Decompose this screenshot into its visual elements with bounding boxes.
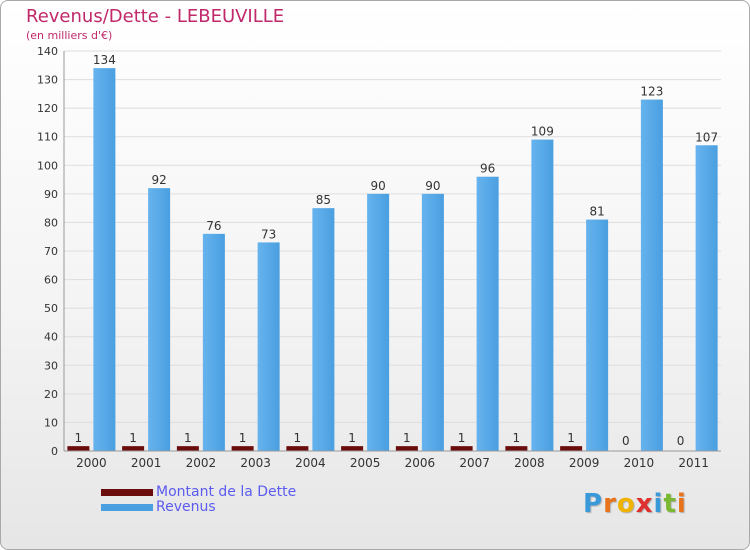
x-tick-label: 2003 <box>240 456 271 470</box>
data-label-revenus: 76 <box>206 219 221 233</box>
data-label-dette: 1 <box>239 431 247 445</box>
bar-dette <box>450 446 473 451</box>
bar-dette <box>231 446 254 451</box>
logo-letter: o <box>616 489 636 519</box>
legend-label-revenus: Revenus <box>156 499 216 515</box>
x-tick-label: 2007 <box>459 456 490 470</box>
data-label-dette: 1 <box>567 431 575 445</box>
y-tick-label: 30 <box>44 359 58 372</box>
bar-revenus <box>531 139 554 452</box>
bar-revenus <box>367 193 390 451</box>
y-tick-label: 10 <box>44 416 58 429</box>
bar-dette <box>395 446 418 451</box>
x-tick-label: 2010 <box>624 456 655 470</box>
data-label-revenus: 96 <box>480 162 495 176</box>
data-label-dette: 1 <box>403 431 411 445</box>
x-tick-label: 2011 <box>678 456 709 470</box>
logo-letter: x <box>635 489 654 519</box>
data-label-dette: 1 <box>348 431 356 445</box>
y-tick-label: 0 <box>51 445 58 458</box>
y-tick-label: 50 <box>44 302 58 315</box>
bar-revenus <box>257 242 280 451</box>
y-tick-label: 80 <box>44 216 58 229</box>
y-tick-label: 60 <box>44 274 58 287</box>
bar-revenus <box>93 68 116 452</box>
data-label-dette: 1 <box>129 431 137 445</box>
data-label-dette: 1 <box>184 431 192 445</box>
bar-dette <box>341 446 364 451</box>
x-tick-label: 2001 <box>131 456 162 470</box>
data-label-dette: 0 <box>677 434 685 448</box>
bar-dette <box>67 446 90 451</box>
bar-revenus <box>640 99 663 452</box>
logo-letter: P <box>583 489 604 519</box>
x-tick-label: 2004 <box>295 456 326 470</box>
legend-label-dette: Montant de la Dette <box>156 484 297 500</box>
bar-revenus <box>695 145 718 452</box>
data-label-revenus: 81 <box>589 205 604 219</box>
y-tick-label: 70 <box>44 245 58 258</box>
data-label-dette: 1 <box>75 431 83 445</box>
x-tick-label: 2009 <box>569 456 600 470</box>
bars <box>67 68 718 452</box>
bar-dette <box>286 446 309 451</box>
logo-letter: i <box>676 489 687 519</box>
bar-dette <box>560 446 583 451</box>
logo-letter: r <box>603 489 617 519</box>
bar-revenus <box>312 208 335 451</box>
data-label-dette: 1 <box>513 431 521 445</box>
y-tick-label: 120 <box>37 102 58 115</box>
data-labels: 1 134 1 92 1 76 1 73 1 85 1 90 1 90 1 96 1 109 1 81 0 123 0 107 <box>75 53 719 448</box>
x-tick-label: 2002 <box>186 456 217 470</box>
data-label-revenus: 90 <box>370 179 385 193</box>
logo-letter: i <box>653 489 664 519</box>
data-label-dette: 1 <box>294 431 302 445</box>
grid-lines <box>64 50 721 452</box>
data-label-revenus: 92 <box>151 173 166 187</box>
data-label-dette: 1 <box>458 431 466 445</box>
bar-revenus <box>148 188 171 451</box>
x-tick-label: 2008 <box>514 456 545 470</box>
data-label-revenus: 134 <box>93 53 116 67</box>
bar-dette <box>176 446 199 451</box>
bar-revenus <box>202 233 225 451</box>
y-tick-label: 100 <box>37 159 58 172</box>
data-label-revenus: 107 <box>695 130 718 144</box>
y-tick-label: 20 <box>44 388 58 401</box>
legend-swatch-revenus <box>101 504 153 511</box>
chart-subtitle: (en milliers d'€) <box>26 29 113 42</box>
chart-title: Revenus/Dette - LEBEUVILLE <box>26 6 285 27</box>
y-tick-label: 40 <box>44 331 58 344</box>
x-tick-label: 2006 <box>405 456 436 470</box>
y-tick-label: 110 <box>37 131 58 144</box>
y-tick-label: 90 <box>44 188 58 201</box>
bar-revenus <box>421 193 444 451</box>
proxiti-logo: Proxiti <box>583 489 687 519</box>
x-tick-label: 2005 <box>350 456 381 470</box>
bar-revenus <box>476 176 499 451</box>
data-label-revenus: 109 <box>531 125 554 139</box>
data-label-dette: 0 <box>622 434 630 448</box>
y-tick-label: 130 <box>37 74 58 87</box>
y-tick-label: 140 <box>37 45 58 58</box>
bar-dette <box>505 446 528 451</box>
data-label-revenus: 123 <box>640 85 663 99</box>
logo-letter: t <box>663 489 677 519</box>
bar-revenus <box>586 219 609 451</box>
legend-swatch-dette <box>101 489 153 496</box>
data-label-revenus: 85 <box>316 193 331 207</box>
bar-dette <box>122 446 145 451</box>
data-label-revenus: 73 <box>261 227 276 241</box>
data-label-revenus: 90 <box>425 179 440 193</box>
x-tick-label: 2000 <box>76 456 107 470</box>
